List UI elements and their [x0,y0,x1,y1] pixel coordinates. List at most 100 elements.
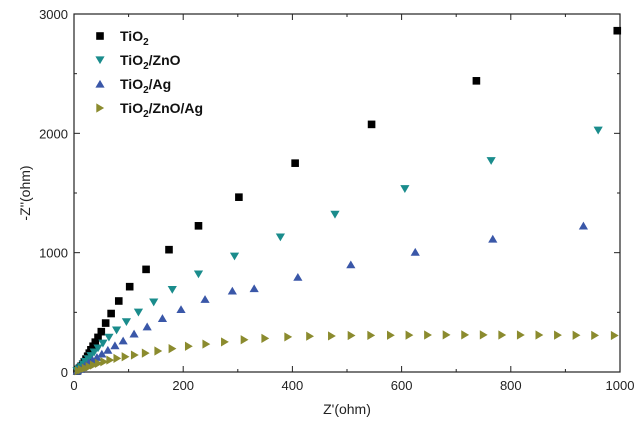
axis-ticks [73,13,621,373]
legend-marker [96,32,104,40]
data-point [129,329,139,338]
data-point [347,330,356,341]
data-point [591,330,600,340]
data-point [97,327,106,336]
data-point [461,330,470,340]
data-point [306,331,315,341]
legend-marker [95,79,105,88]
data-point [92,353,102,361]
x-axis-title: Z'(ohm) [323,401,371,417]
data-point [291,159,299,167]
legend-label: TiO2 [120,28,149,48]
data-point [229,252,240,261]
data-point [121,352,130,362]
data-point [330,210,340,219]
x-tick-label: 200 [172,378,194,393]
data-point [89,348,99,357]
y-tick-label: 1000 [39,246,68,261]
data-point [89,342,97,351]
data-point [98,339,108,348]
data-point [400,185,410,193]
data-point [424,330,432,340]
data-point [410,247,420,256]
data-point [275,233,285,242]
data-point [94,333,102,342]
data-point [284,332,293,342]
data-point [93,344,103,353]
data-point [221,337,229,347]
data-point [249,284,259,293]
x-tick-label: 600 [391,378,413,393]
data-point [227,286,237,295]
data-point [100,357,109,367]
data-point [168,344,177,354]
data-point [387,330,395,340]
data-point [121,318,132,327]
data-point [261,333,270,343]
data-point [293,272,303,281]
data-point [101,319,110,327]
series-1 [72,126,603,375]
data-point [535,330,544,340]
legend-label: TiO2/ZnO [120,52,181,72]
data-point [516,330,525,340]
data-point [593,126,603,135]
data-point [97,349,107,358]
data-point [118,336,128,345]
axis-tick-labels: 0 200 400 600 800 1000 0 1000 2000 3000 [39,7,634,393]
data-point [610,330,619,341]
data-point [104,333,114,342]
series-3 [74,330,619,376]
data-point [442,330,451,340]
data-point [346,260,356,269]
y-tick-label: 0 [61,365,68,380]
data-point [184,341,193,351]
legend-item: TiO2/Ag [95,76,171,96]
data-point [130,350,139,360]
data-point [200,295,210,303]
legend-marker [96,103,105,113]
data-point [405,330,414,340]
data-point [133,308,144,317]
data-point [240,335,249,345]
data-point [613,26,622,35]
y-tick-label: 2000 [39,126,68,141]
legend-label: TiO2/Ag [120,76,171,96]
x-tick-label: 400 [282,378,304,393]
data-point [114,297,123,305]
data-point [479,330,488,340]
data-point [113,353,122,363]
data-point [167,285,177,294]
data-point [194,222,203,230]
data-point [142,322,152,331]
data-point [165,245,173,254]
x-tick-label: 800 [500,378,522,393]
data-point [235,193,243,201]
data-point [202,339,211,349]
legend: TiO2 TiO2/ZnO TiO2/Ag TiO2/ZnO/Ag [95,28,203,120]
legend-item: TiO2/ZnO [95,52,181,72]
data-point [486,157,496,165]
data-point [149,298,159,307]
data-point [103,345,113,354]
data-point [154,346,163,356]
x-tick-label: 1000 [606,378,635,393]
data-point [85,362,94,372]
data-point [367,330,376,340]
data-point [193,270,204,279]
series-2 [72,221,589,375]
data-point [572,330,581,340]
legend-marker [95,56,105,65]
data-point [91,338,100,346]
legend-label: TiO2/ZnO/Ag [120,100,203,120]
data-point [472,77,481,85]
data-point [488,234,498,243]
data-point [328,331,336,341]
data-point [498,330,507,340]
data-points [72,26,622,376]
data-point [142,265,150,274]
x-tick-label: 0 [70,378,77,393]
data-point [176,305,186,314]
data-point [107,309,115,318]
legend-item: TiO2/ZnO/Ag [96,100,203,120]
